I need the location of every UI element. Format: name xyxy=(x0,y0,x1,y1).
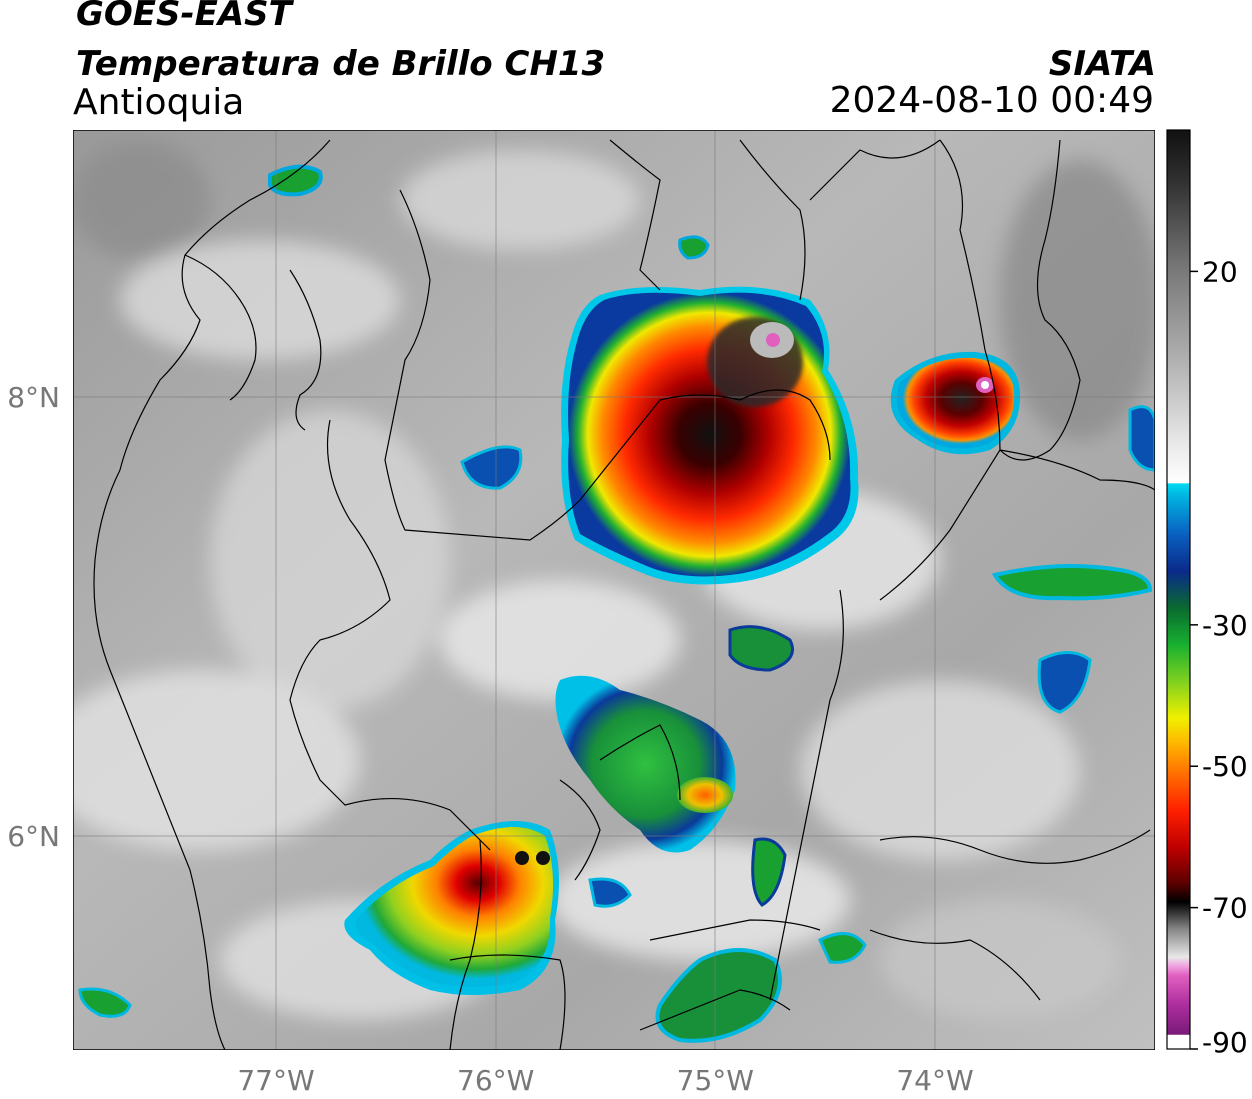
colorbar-tick-label: -50 xyxy=(1202,750,1248,783)
colorbar-tick-label: -90 xyxy=(1202,1026,1248,1059)
satellite-title: GOES-EAST xyxy=(76,0,292,34)
lon-axis: 77°W 76°W 75°W 74°W xyxy=(237,1064,973,1097)
lat-tick-label: 8°N xyxy=(7,381,60,414)
lon-tick-label: 74°W xyxy=(896,1064,973,1097)
small-cloud-cells xyxy=(78,164,1155,1043)
lon-tick-label: 77°W xyxy=(237,1064,314,1097)
region-label: Antioquia xyxy=(73,82,245,123)
colorbar-tick-label: -30 xyxy=(1202,609,1248,642)
lat-tick-label: 6°N xyxy=(7,820,60,853)
central-cloud-cluster xyxy=(555,625,794,853)
colorbar-tick-label: 20 xyxy=(1202,255,1238,288)
source-label: SIATA xyxy=(1048,44,1156,84)
datetime-label: 2024-08-10 00:49 xyxy=(829,80,1154,121)
east-storm-cell xyxy=(890,351,1021,455)
lon-tick-label: 76°W xyxy=(457,1064,534,1097)
southwest-storm-cell xyxy=(344,821,559,995)
colorbar-ticks: 20 -30 -50 -70 -90 xyxy=(1190,255,1248,1059)
boundaries xyxy=(93,139,1155,1050)
lon-tick-label: 75°W xyxy=(677,1064,754,1097)
colorbar-tick-label: -70 xyxy=(1202,892,1248,925)
graticule xyxy=(73,130,1155,1050)
satellite-imagery xyxy=(73,130,1155,1050)
lat-axis: 8°N 6°N xyxy=(7,381,60,853)
main-storm-cell xyxy=(561,286,859,585)
colorbar: 20 -30 -50 -70 -90 xyxy=(1166,129,1248,1059)
product-title: Temperatura de Brillo CH13 xyxy=(76,44,606,84)
